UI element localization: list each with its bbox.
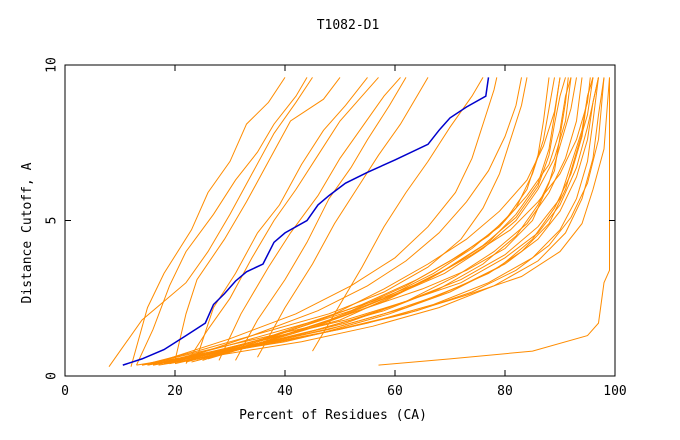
y-tick-label-0: 0 bbox=[45, 372, 60, 380]
highlight-series-group bbox=[122, 77, 490, 366]
y-tick-label-5: 5 bbox=[45, 217, 60, 225]
x-axis: 0 20 40 60 80 100 bbox=[61, 65, 627, 399]
series-line-1 bbox=[108, 77, 313, 367]
series-line-2 bbox=[136, 77, 308, 366]
chart-title: T1082-D1 bbox=[317, 18, 380, 33]
y-tick-label-10: 10 bbox=[45, 57, 60, 73]
other-series-group bbox=[108, 77, 610, 367]
x-tick-label-40: 40 bbox=[277, 384, 293, 399]
series-line-4 bbox=[174, 77, 341, 361]
y-axis-label: Distance Cutoff, A bbox=[20, 162, 35, 303]
x-axis-label: Percent of Residues (CA) bbox=[239, 408, 427, 423]
series-line-26 bbox=[174, 77, 599, 365]
series-line-18 bbox=[180, 77, 555, 363]
y-axis: 0 5 10 bbox=[45, 57, 615, 380]
series-line-32 bbox=[141, 77, 528, 366]
series-line-8 bbox=[257, 77, 429, 358]
series-line-20 bbox=[141, 77, 605, 366]
series-line-24 bbox=[185, 77, 550, 363]
series-line-31 bbox=[191, 77, 583, 363]
x-tick-label-20: 20 bbox=[167, 384, 183, 399]
plot-area bbox=[64, 64, 616, 377]
series-line-7 bbox=[218, 77, 401, 361]
x-tick-label-100: 100 bbox=[603, 384, 626, 399]
series-line-29 bbox=[158, 77, 605, 366]
series-line-34 bbox=[378, 77, 610, 366]
highlight-series-line bbox=[122, 77, 490, 366]
series-line-28 bbox=[207, 77, 566, 360]
x-tick-label-80: 80 bbox=[497, 384, 513, 399]
series-line-25 bbox=[147, 77, 594, 366]
series-line-3 bbox=[130, 77, 286, 367]
series-line-27 bbox=[196, 77, 561, 361]
series-line-30 bbox=[169, 77, 594, 365]
series-line-9 bbox=[235, 77, 407, 361]
series-line-10 bbox=[312, 77, 484, 352]
series-line-16 bbox=[158, 77, 591, 365]
series-line-17 bbox=[169, 77, 522, 365]
x-tick-label-60: 60 bbox=[387, 384, 403, 399]
series-line-19 bbox=[202, 77, 572, 361]
x-tick-label-0: 0 bbox=[61, 384, 69, 399]
series-line-6 bbox=[185, 77, 379, 364]
series-line-22 bbox=[136, 77, 610, 366]
series-line-11 bbox=[141, 77, 577, 366]
series-line-33 bbox=[152, 77, 498, 365]
